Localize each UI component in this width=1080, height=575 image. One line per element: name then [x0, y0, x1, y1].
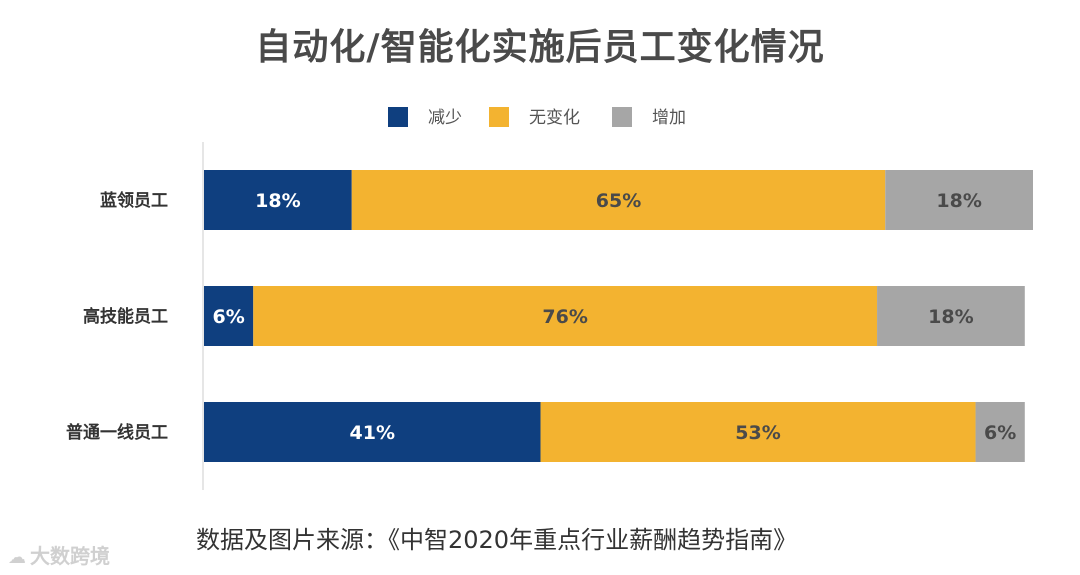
data-label: 53%: [735, 422, 780, 444]
bar-segment: [351, 170, 886, 230]
bar-segment: [253, 286, 878, 346]
stacked-bar-chart: 减少 无变化 增加 蓝领员工 18% 65% 18% 高技能员工 6% 76% 18% 普通一线员工…: [66, 107, 1033, 490]
category-label: 蓝领员工: [100, 190, 168, 211]
legend-label-3: 增加: [652, 108, 686, 128]
bar-segment: [540, 402, 976, 462]
data-label: 41%: [350, 422, 395, 444]
bar-segment: [975, 402, 1025, 462]
data-label: 18%: [936, 190, 981, 212]
watermark: ☁ 大数跨境: [8, 540, 110, 569]
legend-label-1: 减少: [428, 108, 462, 128]
data-label: 6%: [984, 422, 1016, 444]
legend-label-2: 无变化: [529, 108, 580, 128]
data-label: 18%: [255, 190, 300, 212]
bars: 蓝领员工 18% 65% 18% 高技能员工 6% 76% 18% 普通一线员工 41% 53% 6%: [66, 170, 1033, 462]
chart-title: 自动化/智能化实施后员工变化情况: [255, 27, 825, 68]
bar-segment: [204, 286, 254, 346]
legend-swatch-1: [388, 107, 408, 127]
data-label: 18%: [928, 306, 973, 328]
cloud-logo-icon: ☁: [8, 547, 26, 568]
watermark-text: 大数跨境: [30, 544, 110, 568]
bar-segment: [885, 170, 1033, 230]
data-label: 65%: [596, 190, 641, 212]
source-note: 数据及图片来源：《中智2020年重点行业薪酬趋势指南》: [196, 526, 798, 554]
legend-swatch-3: [612, 107, 632, 127]
legend-swatch-2: [489, 107, 509, 127]
bar-segment: [877, 286, 1025, 346]
category-label: 普通一线员工: [66, 422, 168, 443]
bar-segment: [204, 170, 352, 230]
bar-segment: [204, 402, 541, 462]
data-label: 76%: [542, 306, 587, 328]
category-label: 高技能员工: [83, 306, 168, 327]
legend: 减少 无变化 增加: [388, 107, 686, 128]
data-label: 6%: [212, 306, 244, 328]
